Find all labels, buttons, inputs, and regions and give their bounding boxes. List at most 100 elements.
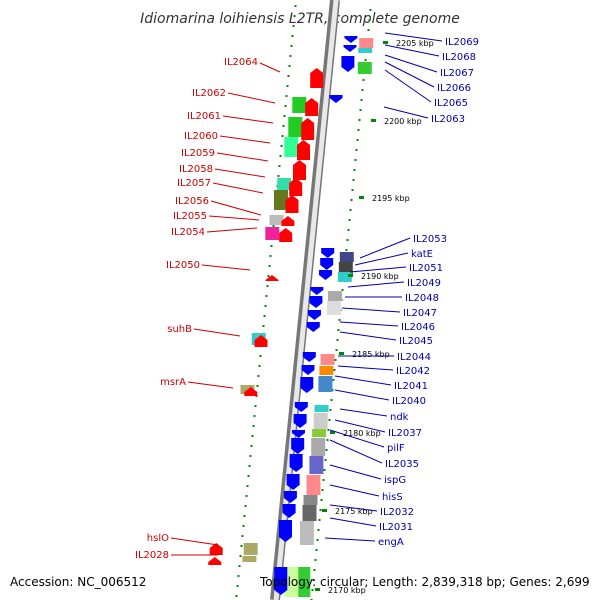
tick-mark: [249, 455, 252, 457]
tick-mark: [355, 149, 358, 151]
gene-label[interactable]: IL2037: [388, 428, 422, 439]
reverse-gene-arrow: [301, 365, 315, 375]
gene-label[interactable]: msrA: [160, 377, 186, 388]
label-leader-line: [219, 135, 271, 144]
label-leader-line: [341, 307, 401, 313]
tick-mark: [337, 329, 340, 331]
tick-mark: [336, 339, 339, 341]
gene-label[interactable]: IL2065: [434, 98, 468, 109]
gene-label[interactable]: engA: [378, 537, 404, 548]
gene-label[interactable]: IL2060: [184, 131, 218, 142]
forward-gene-arrow: [209, 543, 223, 555]
label-leader-line: [384, 54, 438, 73]
tick-mark: [354, 159, 357, 161]
kbp-label: 2185 kbp: [352, 350, 390, 359]
gene-feature-box: [312, 429, 327, 437]
kbp-tick: [315, 588, 320, 591]
gene-label[interactable]: IL2044: [397, 352, 431, 363]
gene-label[interactable]: suhB: [167, 324, 192, 335]
tick-mark: [258, 365, 261, 367]
tick-mark: [278, 165, 281, 167]
tick-mark: [283, 115, 286, 117]
gene-label[interactable]: IL2047: [403, 308, 437, 319]
right-label-leaders: [324, 32, 443, 542]
label-leader-line: [214, 168, 266, 178]
gene-label[interactable]: IL2061: [187, 111, 221, 122]
gene-label[interactable]: IL2069: [445, 37, 479, 48]
tick-mark: [313, 569, 316, 571]
gene-label[interactable]: IL2040: [392, 396, 426, 407]
tick-mark: [281, 135, 284, 137]
tick-mark: [242, 525, 245, 527]
tick-mark: [346, 239, 349, 241]
tick-mark: [328, 419, 331, 421]
gene-label[interactable]: IL2053: [413, 234, 447, 245]
gene-label[interactable]: IL2058: [179, 164, 213, 175]
gene-label[interactable]: katE: [411, 249, 433, 260]
gene-label[interactable]: IL2066: [437, 83, 471, 94]
gene-label[interactable]: IL2051: [409, 263, 443, 274]
gene-feature-box: [302, 505, 317, 521]
gene-label[interactable]: IL2057: [177, 178, 211, 189]
tick-mark: [253, 415, 256, 417]
gene-label[interactable]: IL2059: [181, 148, 215, 159]
gene-label[interactable]: IL2050: [166, 260, 200, 271]
gene-label[interactable]: pilF: [387, 443, 405, 454]
reverse-gene-arrow: [289, 454, 303, 472]
tick-mark: [360, 99, 363, 101]
gene-label[interactable]: hslO: [147, 533, 169, 544]
gene-label[interactable]: IL2068: [442, 52, 476, 63]
tick-mark: [288, 65, 291, 67]
gene-feature-box: [357, 62, 372, 74]
tick-mark: [238, 565, 241, 567]
forward-gene-arrow: [265, 275, 279, 281]
gene-label[interactable]: IL2067: [440, 68, 474, 79]
gene-label[interactable]: IL2048: [405, 293, 439, 304]
gene-label[interactable]: IL2046: [401, 322, 435, 333]
gene-label[interactable]: IL2041: [394, 381, 428, 392]
gene-feature-box: [274, 190, 288, 210]
gene-label[interactable]: IL2032: [380, 507, 414, 518]
gene-label[interactable]: IL2049: [407, 278, 441, 289]
gene-label[interactable]: IL2035: [385, 459, 419, 470]
gene-label[interactable]: hisS: [382, 492, 403, 503]
gene-feature-box: [318, 376, 333, 392]
forward-gene-arrow: [208, 557, 222, 565]
tick-mark: [322, 479, 325, 481]
gene-label[interactable]: IL2055: [173, 211, 207, 222]
kbp-tick: [330, 431, 335, 434]
gene-label[interactable]: IL2063: [431, 114, 465, 125]
gene-feature-box: [269, 215, 284, 225]
gene-label[interactable]: IL2031: [379, 522, 413, 533]
reverse-gene-arrow: [279, 520, 292, 542]
gene-label[interactable]: ndk: [390, 412, 409, 423]
gene-label[interactable]: IL2054: [171, 227, 205, 238]
tick-mark: [318, 519, 321, 521]
tick-mark: [335, 349, 338, 351]
tick-mark: [286, 85, 289, 87]
gene-label[interactable]: IL2056: [175, 196, 209, 207]
reverse-gene-arrow: [292, 430, 305, 438]
gene-label[interactable]: ispG: [384, 475, 406, 486]
gene-label[interactable]: IL2064: [224, 57, 258, 68]
gene-label[interactable]: IL2062: [192, 88, 226, 99]
label-leader-line: [359, 237, 411, 259]
gene-label[interactable]: IL2045: [399, 336, 433, 347]
tick-mark: [239, 555, 242, 557]
reverse-gene-arrow: [293, 414, 307, 428]
tick-mark: [327, 429, 330, 431]
reverse-gene-arrow: [306, 322, 320, 332]
gene-feature-box: [320, 354, 335, 365]
label-leader-line: [339, 331, 397, 341]
tick-mark: [254, 405, 257, 407]
gene-label[interactable]: IL2042: [396, 366, 430, 377]
tick-mark: [292, 25, 295, 27]
gene-label[interactable]: IL2028: [135, 550, 169, 561]
label-leader-line: [349, 266, 407, 273]
tick-mark: [359, 109, 362, 111]
tick-mark: [267, 275, 270, 277]
tick-mark: [367, 29, 370, 31]
gene-feature-box: [309, 456, 324, 474]
forward-gene-arrow: [289, 178, 303, 196]
